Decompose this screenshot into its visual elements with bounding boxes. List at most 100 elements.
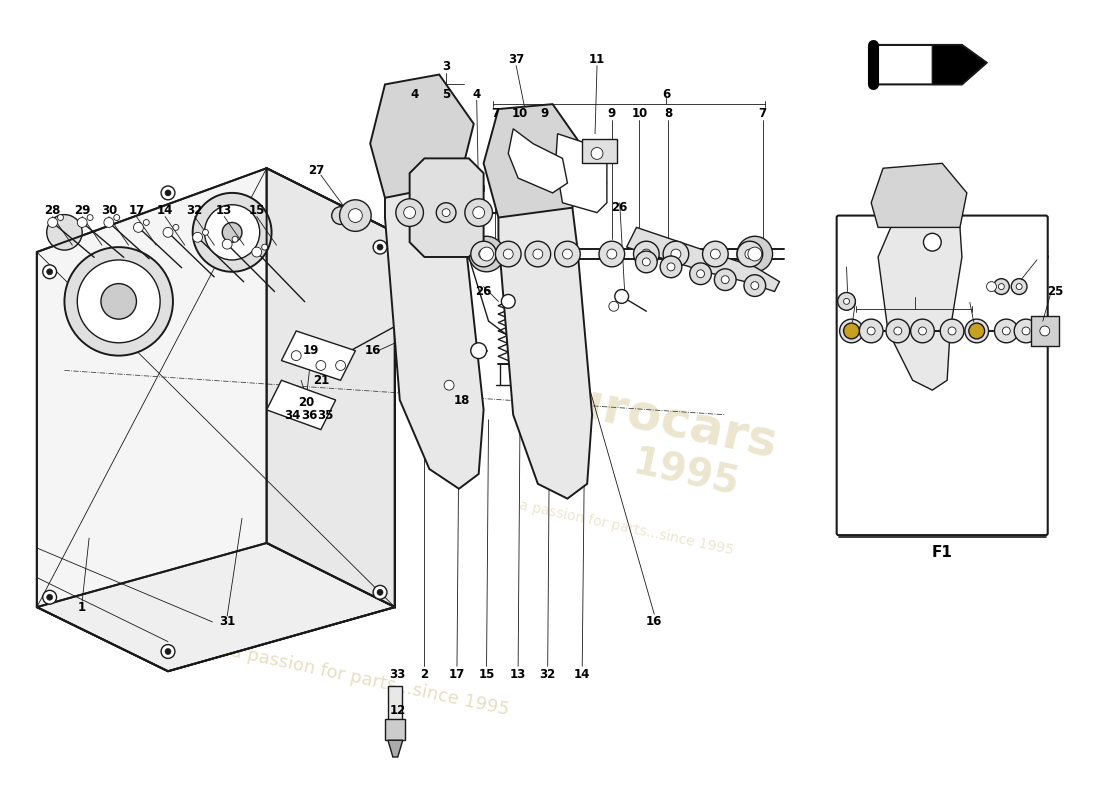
Circle shape <box>993 278 1010 294</box>
Circle shape <box>377 244 383 250</box>
Text: 32: 32 <box>187 204 202 217</box>
Bar <box>1031 316 1058 346</box>
Circle shape <box>165 190 170 196</box>
Text: 3: 3 <box>442 60 450 73</box>
Circle shape <box>46 269 53 274</box>
Circle shape <box>437 202 456 222</box>
Circle shape <box>202 230 208 235</box>
Polygon shape <box>878 213 961 390</box>
Text: 28: 28 <box>44 204 60 217</box>
Text: eurocars: eurocars <box>39 352 366 418</box>
Text: 2: 2 <box>420 668 429 681</box>
Text: 27: 27 <box>308 164 324 177</box>
Circle shape <box>711 249 720 259</box>
Circle shape <box>722 276 729 284</box>
Circle shape <box>703 242 728 267</box>
Circle shape <box>609 302 618 311</box>
Text: 19: 19 <box>302 344 319 357</box>
Circle shape <box>636 251 657 273</box>
Text: 26: 26 <box>475 285 492 298</box>
Circle shape <box>404 206 416 218</box>
Circle shape <box>671 249 681 259</box>
Circle shape <box>252 247 262 257</box>
Circle shape <box>972 327 981 335</box>
Circle shape <box>642 258 650 266</box>
Polygon shape <box>371 74 474 198</box>
Text: 21: 21 <box>312 374 329 386</box>
Circle shape <box>47 218 57 227</box>
Circle shape <box>373 586 387 599</box>
Circle shape <box>737 242 762 267</box>
Circle shape <box>57 214 64 221</box>
Text: 6: 6 <box>662 88 670 101</box>
Text: 36: 36 <box>300 410 317 422</box>
Circle shape <box>1014 319 1038 342</box>
Text: 23: 23 <box>847 290 864 303</box>
Bar <box>388 686 401 721</box>
Circle shape <box>262 244 267 250</box>
Polygon shape <box>388 740 403 757</box>
Text: 23: 23 <box>961 290 978 303</box>
Circle shape <box>1002 327 1010 335</box>
Polygon shape <box>266 168 395 607</box>
Text: 37: 37 <box>508 54 525 66</box>
Circle shape <box>165 649 170 654</box>
Text: 15: 15 <box>249 204 265 217</box>
Circle shape <box>332 206 350 225</box>
Text: 5: 5 <box>442 88 450 101</box>
Circle shape <box>46 214 82 250</box>
Circle shape <box>471 342 486 358</box>
Bar <box>385 718 405 740</box>
Text: 1995: 1995 <box>173 420 311 468</box>
Circle shape <box>442 209 450 217</box>
Circle shape <box>667 263 675 271</box>
Circle shape <box>478 249 488 259</box>
Bar <box>582 138 617 163</box>
Text: 15: 15 <box>478 668 495 681</box>
Circle shape <box>65 247 173 356</box>
Circle shape <box>1016 284 1022 290</box>
Circle shape <box>101 284 136 319</box>
Circle shape <box>987 282 997 291</box>
Circle shape <box>690 263 712 285</box>
Text: 17: 17 <box>129 204 144 217</box>
Text: 22: 22 <box>906 285 923 298</box>
Circle shape <box>532 249 542 259</box>
Text: 27: 27 <box>836 255 851 269</box>
Text: 1: 1 <box>78 601 86 614</box>
Circle shape <box>46 594 53 600</box>
Circle shape <box>714 269 736 290</box>
Circle shape <box>839 319 864 342</box>
Polygon shape <box>871 163 967 227</box>
Text: 31: 31 <box>219 615 235 629</box>
Circle shape <box>940 319 964 342</box>
Circle shape <box>660 256 682 278</box>
Circle shape <box>844 298 849 304</box>
Circle shape <box>745 249 755 259</box>
Circle shape <box>163 227 173 238</box>
Circle shape <box>471 242 496 267</box>
Circle shape <box>316 361 326 370</box>
Circle shape <box>192 193 272 272</box>
Circle shape <box>103 218 113 227</box>
Circle shape <box>607 249 617 259</box>
Circle shape <box>232 236 238 242</box>
Text: 26: 26 <box>612 201 628 214</box>
Circle shape <box>495 242 521 267</box>
Polygon shape <box>498 183 592 498</box>
Circle shape <box>844 323 859 339</box>
Circle shape <box>222 222 242 242</box>
Circle shape <box>161 645 175 658</box>
Circle shape <box>911 319 934 342</box>
Circle shape <box>600 242 625 267</box>
Circle shape <box>562 249 572 259</box>
Circle shape <box>591 147 603 159</box>
Polygon shape <box>627 227 780 291</box>
Circle shape <box>969 323 984 339</box>
Circle shape <box>859 319 883 342</box>
Text: 18: 18 <box>453 394 470 406</box>
Circle shape <box>192 232 202 242</box>
Text: 10: 10 <box>631 107 648 121</box>
Text: 8: 8 <box>664 107 672 121</box>
Text: 20: 20 <box>298 397 315 410</box>
